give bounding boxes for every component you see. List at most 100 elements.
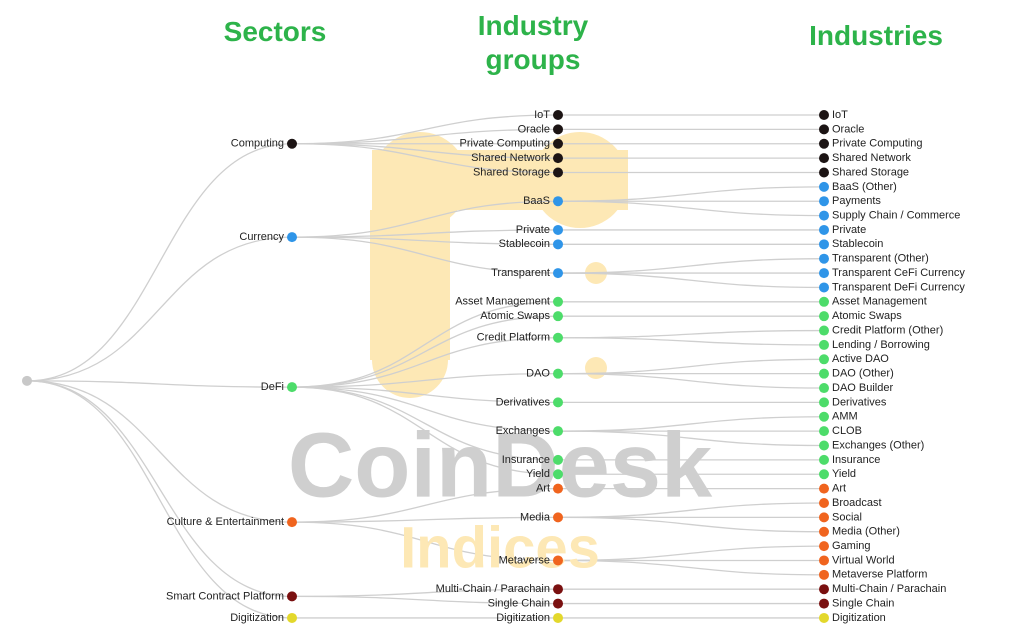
group-node xyxy=(553,332,563,343)
industry-label: Active DAO xyxy=(832,353,889,365)
sector-node xyxy=(287,591,297,602)
industry-label: Exchanges (Other) xyxy=(832,439,924,451)
industry-node xyxy=(819,282,829,293)
industry-node xyxy=(819,153,829,164)
group-node xyxy=(553,196,563,207)
industry-node xyxy=(819,296,829,307)
sector-label: Culture & Entertainment xyxy=(167,516,284,528)
group-label: Insurance xyxy=(502,454,550,466)
link xyxy=(291,386,559,475)
link xyxy=(557,186,825,202)
industry-label: Yield xyxy=(832,468,856,480)
sector-label: DeFi xyxy=(261,381,284,393)
group-node xyxy=(553,311,563,322)
group-label: Asset Management xyxy=(455,296,550,308)
root-node xyxy=(22,375,32,386)
industry-node xyxy=(819,612,829,623)
link xyxy=(26,236,293,382)
group-node xyxy=(553,584,563,595)
industry-node xyxy=(819,411,829,422)
industry-node xyxy=(819,311,829,322)
industry-label: Insurance xyxy=(832,454,880,466)
link xyxy=(291,373,559,388)
link xyxy=(291,337,559,388)
industry-node xyxy=(819,110,829,120)
industry-node xyxy=(819,569,829,580)
group-node xyxy=(553,368,563,379)
watermark: CoinDesk Indices xyxy=(288,414,713,580)
group-label: IoT xyxy=(534,109,550,121)
group-node xyxy=(553,167,563,178)
industry-node xyxy=(819,397,829,408)
industry-node xyxy=(819,325,829,336)
link xyxy=(557,559,825,576)
industry-label: Derivatives xyxy=(832,396,887,408)
industry-label: Art xyxy=(832,483,846,495)
link xyxy=(291,236,559,245)
header-industries: Industries xyxy=(809,20,943,51)
sector-node xyxy=(287,517,297,528)
link xyxy=(557,430,825,447)
group-node xyxy=(553,555,563,566)
group-label: Transparent xyxy=(491,267,550,279)
industry-label: Single Chain xyxy=(832,597,894,609)
group-label: Shared Network xyxy=(471,152,550,164)
nodes: IoT IoT Oracle Oracle Private Computing Priva… xyxy=(22,109,965,624)
industry-label: Shared Network xyxy=(832,152,911,164)
group-label: Oracle xyxy=(518,123,550,135)
industry-label: AMM xyxy=(832,411,858,423)
group-label: Atomic Swaps xyxy=(480,310,550,322)
link xyxy=(291,386,559,432)
sector-node xyxy=(287,612,297,623)
group-node xyxy=(553,124,563,135)
link xyxy=(291,236,559,274)
industry-label: Gaming xyxy=(832,540,871,552)
industry-node xyxy=(819,440,829,451)
link xyxy=(291,143,559,174)
link xyxy=(557,337,825,346)
group-node xyxy=(553,512,563,523)
watermark-sub: Indices xyxy=(400,515,600,580)
group-label: Single Chain xyxy=(488,597,550,609)
link xyxy=(291,114,559,145)
link xyxy=(291,516,559,523)
industry-label: Asset Management xyxy=(832,296,927,308)
link xyxy=(557,272,825,289)
group-node xyxy=(553,483,563,494)
group-label: Exchanges xyxy=(496,425,551,437)
industry-node xyxy=(819,469,829,480)
group-node xyxy=(553,454,563,465)
industry-node xyxy=(819,483,829,494)
link xyxy=(26,380,293,619)
link xyxy=(291,200,559,238)
sector-label: Currency xyxy=(239,231,284,243)
industry-label: Oracle xyxy=(832,123,864,135)
link xyxy=(291,229,559,238)
link xyxy=(557,200,825,217)
group-label: Art xyxy=(536,483,550,495)
link xyxy=(557,373,825,389)
industry-label: Transparent DeFi Currency xyxy=(832,281,965,293)
industry-label: Stablecoin xyxy=(832,238,883,250)
industry-label: Atomic Swaps xyxy=(832,310,902,322)
link xyxy=(291,386,559,404)
link xyxy=(291,487,559,523)
group-node xyxy=(553,426,563,437)
industry-node xyxy=(819,598,829,609)
link xyxy=(291,315,559,388)
link xyxy=(557,329,825,339)
industry-label: Supply Chain / Commerce xyxy=(832,209,960,221)
industry-node xyxy=(819,253,829,264)
group-node xyxy=(553,598,563,609)
group-node xyxy=(553,268,563,279)
group-label: Yield xyxy=(526,468,550,480)
industry-node xyxy=(819,512,829,523)
group-label: Credit Platform xyxy=(477,332,550,344)
industry-node xyxy=(819,526,829,537)
industry-label: Transparent CeFi Currency xyxy=(832,267,965,279)
group-node xyxy=(553,612,563,623)
industry-node xyxy=(819,224,829,235)
link xyxy=(557,416,825,432)
industry-label: Metaverse Platform xyxy=(832,569,927,581)
